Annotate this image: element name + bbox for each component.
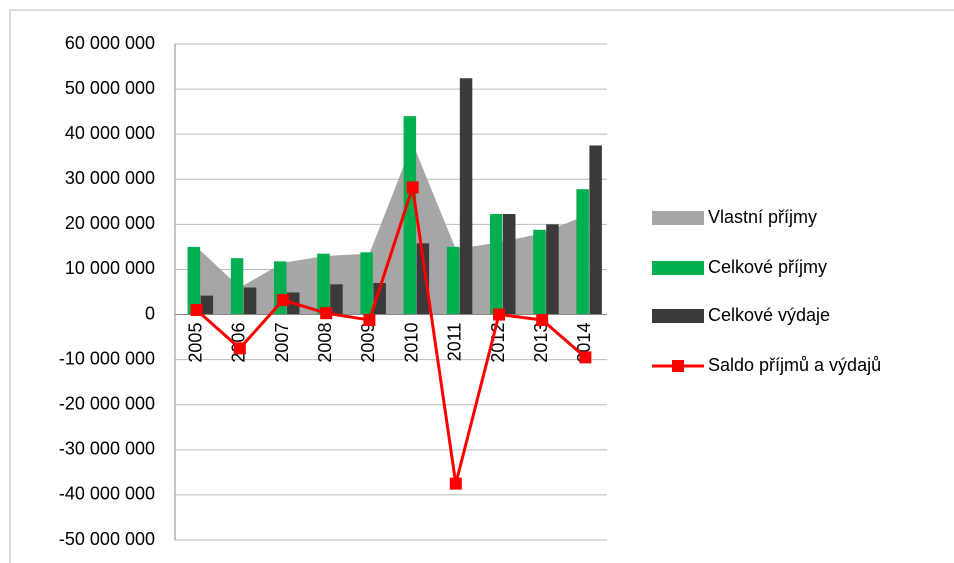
x-tick-label: 2008: [315, 323, 335, 363]
marker: [449, 477, 462, 490]
marker: [320, 307, 333, 320]
marker: [233, 342, 246, 355]
y-tick-label: -30 000 000: [59, 439, 155, 459]
bar: [187, 246, 201, 315]
bar: [403, 116, 417, 315]
y-tick-label: 0: [145, 303, 155, 323]
x-tick-label: 2011: [445, 323, 465, 362]
x-tick-label: 2007: [272, 323, 292, 363]
y-tick-label: 10 000 000: [65, 258, 155, 278]
x-tick-label: 2012: [488, 323, 508, 363]
y-tick-label: 60 000 000: [65, 33, 155, 53]
legend-swatch: [652, 309, 704, 323]
marker: [493, 308, 505, 321]
legend-label: Saldo příjmů a výdajů: [708, 355, 881, 375]
marker: [406, 181, 419, 194]
y-tick-label: 40 000 000: [65, 123, 155, 143]
bar: [589, 145, 602, 315]
bar: [230, 258, 244, 315]
marker: [579, 351, 592, 364]
chart-border: [9, 9, 954, 563]
bar: [459, 78, 473, 315]
bar: [533, 229, 546, 315]
marker: [363, 313, 376, 326]
bar: [446, 246, 460, 315]
x-tick-label: 2013: [531, 323, 551, 363]
bar: [576, 189, 589, 315]
bar: [490, 213, 503, 315]
legend-swatch: [652, 211, 704, 225]
y-tick-label: -10 000 000: [59, 348, 155, 368]
area: [196, 143, 586, 315]
x-tick-label: 2009: [358, 323, 378, 363]
x-tick-label: 2005: [185, 323, 205, 363]
bar: [200, 295, 214, 315]
y-tick-label: 20 000 000: [65, 213, 155, 233]
line: [195, 186, 587, 485]
y-tick-label: -20 000 000: [59, 393, 155, 413]
legend-label: Vlastní příjmy: [708, 207, 817, 227]
bar: [317, 253, 330, 315]
y-tick-label: 50 000 000: [65, 78, 155, 98]
y-tick-label: -40 000 000: [59, 484, 155, 504]
legend-swatch: [652, 261, 704, 275]
legend-label: Celkové příjmy: [708, 257, 827, 277]
marker: [190, 304, 203, 317]
bar: [503, 213, 516, 315]
bar: [373, 282, 386, 315]
y-tick-label: 30 000 000: [65, 168, 155, 188]
bar: [360, 252, 373, 315]
bar: [330, 284, 343, 315]
bar: [546, 224, 559, 315]
legend-label: Celkové výdaje: [708, 305, 830, 325]
bar: [416, 243, 430, 315]
legend-swatch: [672, 360, 684, 372]
marker: [277, 294, 289, 307]
bar: [243, 287, 257, 315]
y-tick-label: -50 000 000: [59, 529, 155, 549]
marker: [536, 313, 549, 326]
x-tick-label: 2010: [401, 323, 421, 363]
